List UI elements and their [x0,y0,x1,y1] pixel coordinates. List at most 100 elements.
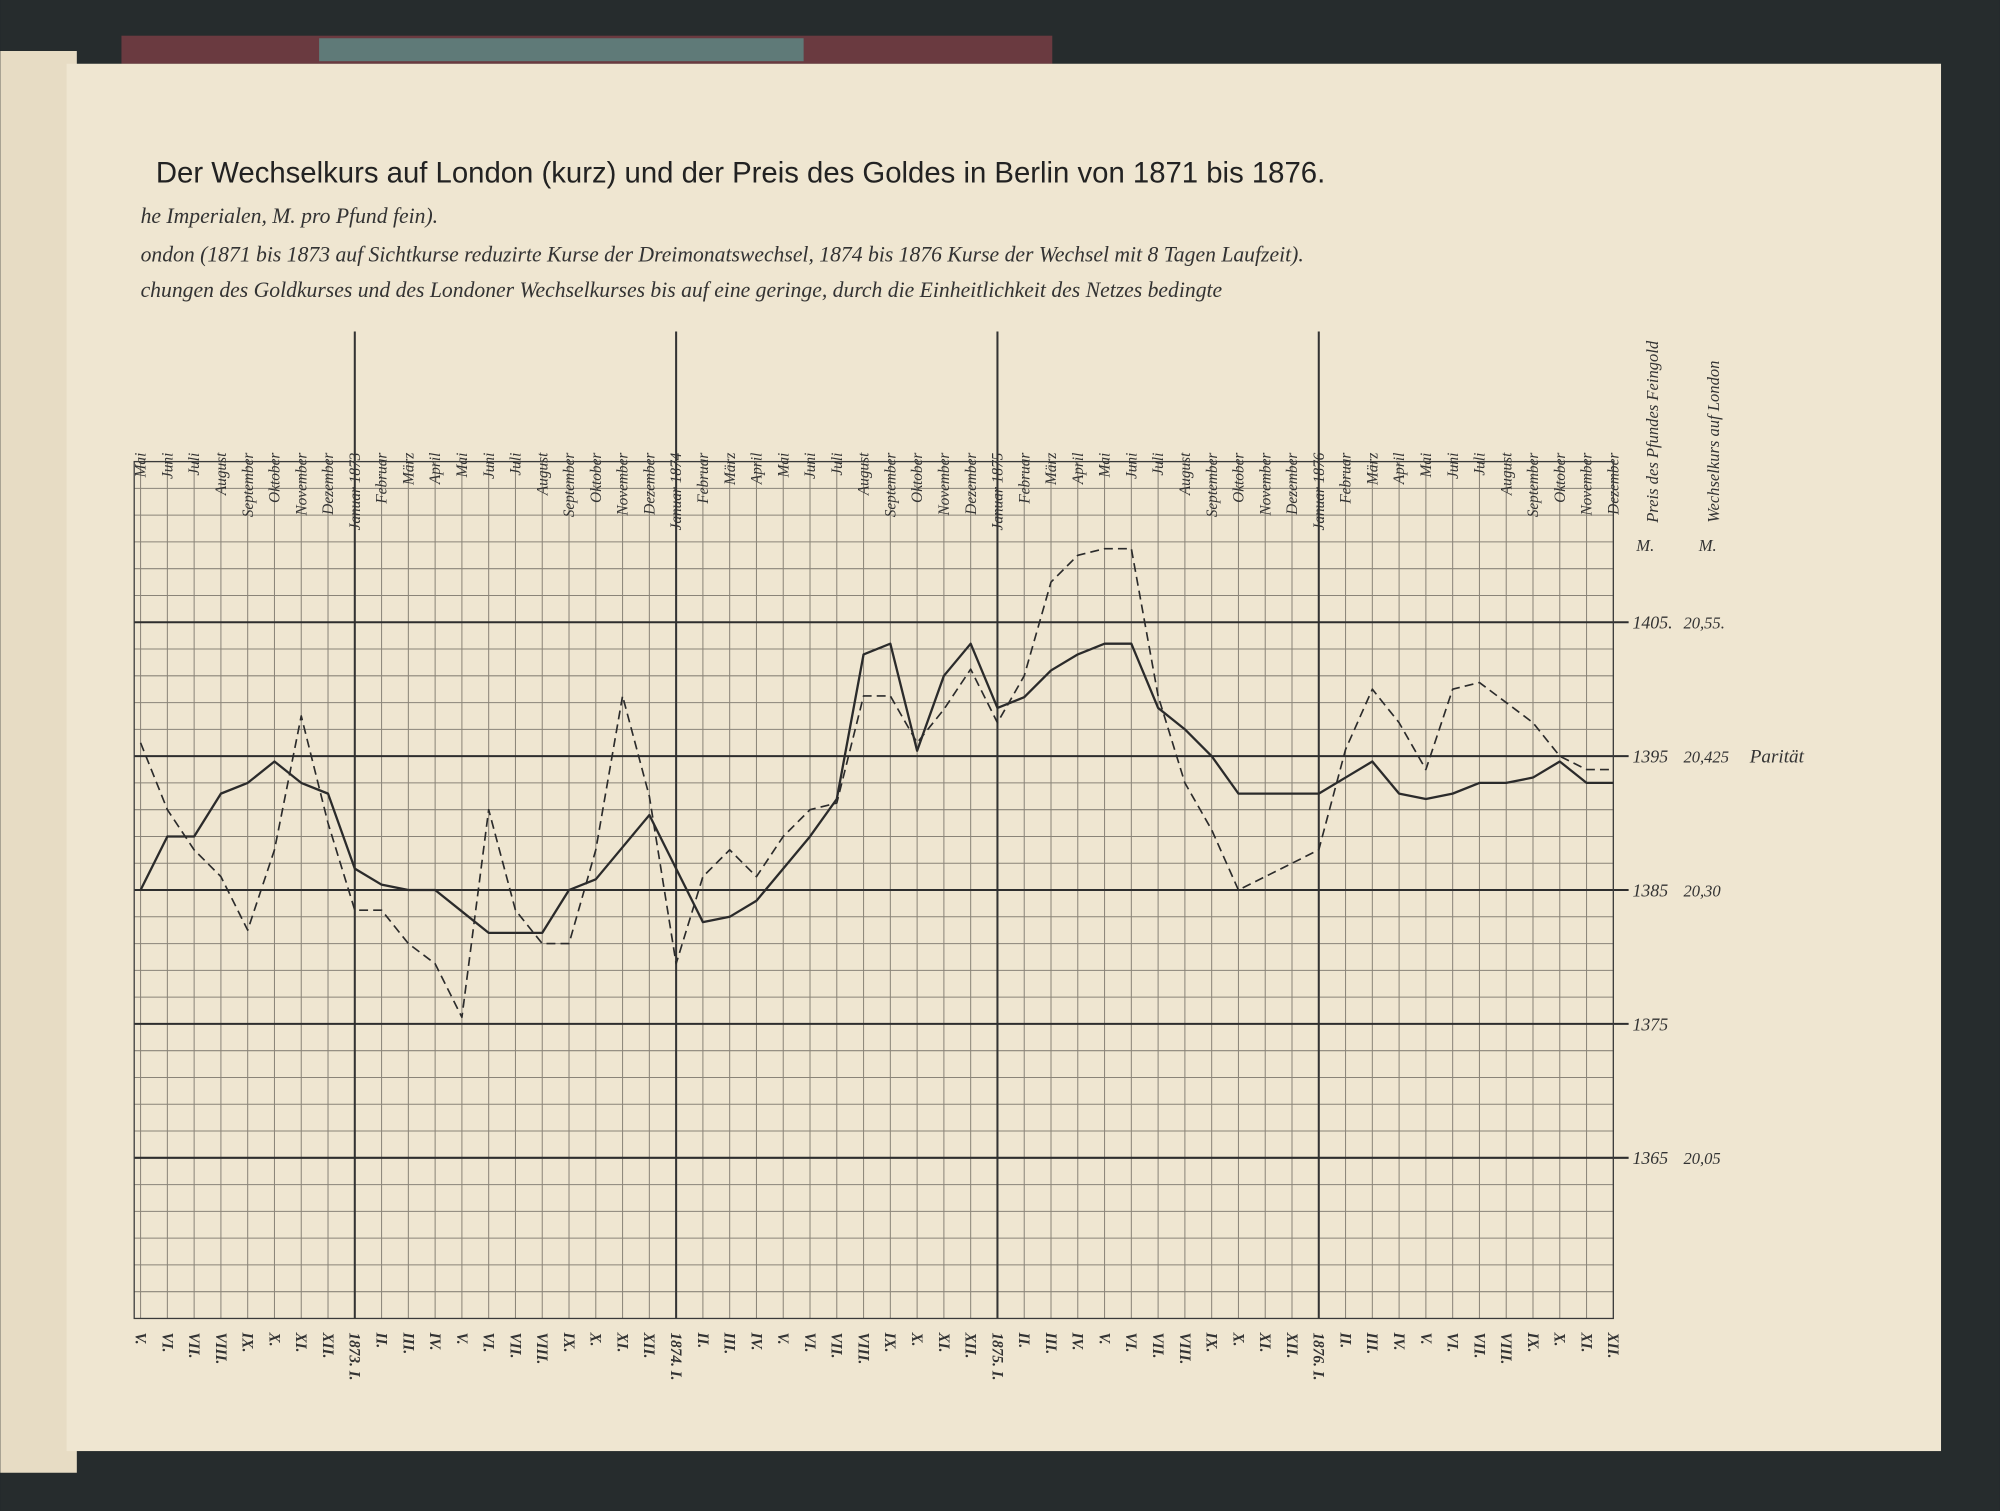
x-tick-label-bottom: 1873. I. [346,1332,363,1380]
x-tick-label-bottom: VII. [1470,1332,1487,1358]
x-tick-label-bottom: II. [694,1331,711,1348]
y2-axis-label: Wechselkurs auf London [1704,361,1723,523]
x-tick-label-bottom: IV. [747,1331,764,1350]
x-tick-label: Juli [508,453,525,476]
y-tick-label: 1395 [1632,747,1668,767]
x-tick-label-bottom: IX. [560,1331,577,1352]
y2-tick-label: 20,425 [1683,748,1729,767]
x-tick-label-bottom: VIII. [1497,1332,1514,1364]
x-tick-label: September [240,453,257,518]
x-tick-label: Mai [1097,453,1114,479]
chart-title: Der Wechselkurs auf London (kurz) und de… [156,156,1325,189]
left-page [0,51,77,1473]
x-tick-label: September [561,453,578,518]
x-tick-label: April [1070,453,1087,485]
x-tick-label-bottom: VI. [158,1332,175,1352]
x-tick-label: August [1498,452,1515,496]
x-tick-label-bottom: X. [1551,1331,1568,1346]
x-tick-label: November [1257,453,1274,517]
x-tick-label-bottom: VI. [1444,1332,1461,1352]
x-tick-label-bottom: VIII. [854,1332,871,1364]
x-tick-label: Februar [374,453,391,505]
book-cover-marbling [319,38,804,62]
x-tick-label-bottom: III. [1363,1331,1380,1354]
parity-label: Parität [1749,747,1805,768]
x-tick-label: Mai [1418,453,1435,479]
x-tick-label: September [1525,453,1542,518]
x-tick-label-bottom: IX. [1524,1331,1541,1352]
x-tick-label: März [1364,453,1381,486]
x-tick-label: August [1177,452,1194,496]
x-tick-label: Dezember [641,453,658,516]
x-tick-label: Juli [186,453,203,476]
x-tick-label: Juni [1445,453,1462,479]
x-tick-label: März [722,453,739,486]
x-tick-label-bottom: III. [399,1331,416,1354]
series-line [139,642,1614,935]
x-tick-label-bottom: VI. [801,1332,818,1352]
x-tick-label-bottom: VI. [480,1332,497,1352]
x-tick-label-bottom: II. [372,1331,389,1348]
x-tick-label: Juli [1150,453,1167,476]
y-tick-label: 1375 [1632,1014,1668,1034]
x-tick-label-bottom: XI. [613,1331,630,1352]
x-tick-label-bottom: X. [265,1331,282,1346]
x-tick-label-bottom: XI. [935,1331,952,1352]
x-tick-label-bottom: II. [1336,1331,1353,1348]
x-tick-label-bottom: XI. [1577,1331,1594,1352]
x-tick-label: Februar [1016,453,1033,505]
y2-unit: M. [1698,536,1717,555]
x-tick-label: Februar [1338,453,1355,505]
plot-frame [133,460,1614,1320]
y-tick-label: 1365 [1632,1148,1668,1168]
x-tick-label: August [856,452,873,496]
x-tick-label: Oktober [1231,453,1248,503]
y2-tick-label: 20,55. [1683,614,1724,633]
x-tick-label: Juni [1123,453,1140,479]
x-tick-label-bottom: IX. [1203,1331,1220,1352]
x-tick-label: April [1391,453,1408,485]
x-tick-label: Januar 1873 [347,452,364,530]
x-tick-label-bottom: X. [587,1331,604,1346]
note: ondon (1871 bis 1873 auf Sichtkurse redu… [141,242,1304,266]
x-tick-label: Oktober [267,453,284,503]
x-tick-label-bottom: IX. [881,1331,898,1352]
x-tick-label: Juni [802,453,819,479]
x-tick-label: April [749,453,766,485]
x-tick-label-bottom: XII. [962,1331,979,1358]
x-tick-label-bottom: 1876. I. [1310,1332,1327,1380]
x-tick-label: November [293,453,310,517]
x-tick-label-bottom: V. [131,1332,148,1344]
x-tick-label-bottom: VIII. [533,1332,550,1364]
x-tick-label-bottom: V. [774,1332,791,1344]
x-tick-label: Januar 1874 [668,452,685,530]
x-tick-label-bottom: III. [721,1331,738,1354]
y-axis-label: Preis des Pfundes Feingold [1643,340,1662,524]
note: he Imperialen, M. pro Pfund fein). [141,204,439,228]
x-tick-label-bottom: XII. [1604,1331,1621,1358]
x-tick-label-bottom: III. [1042,1331,1059,1354]
x-tick-label: Mai [133,453,150,479]
x-tick-label-bottom: VI. [1122,1332,1139,1352]
x-tick-label: September [1204,453,1221,518]
x-tick-label-bottom: VII. [185,1332,202,1358]
x-tick-label-bottom: VII. [1149,1332,1166,1358]
x-tick-label-bottom: VIII. [1176,1332,1193,1364]
x-tick-label: Mai [775,453,792,479]
x-tick-label-bottom: 1874. I. [667,1332,684,1380]
x-tick-label-bottom: VII. [506,1332,523,1358]
x-tick-label: Juli [1472,453,1489,476]
x-tick-label: Juni [159,453,176,479]
x-tick-label-bottom: XII. [319,1331,336,1358]
x-tick-label: Januar 1876 [1311,452,1328,530]
y2-tick-label: 20,30 [1683,881,1721,900]
x-tick-label-bottom: XI. [292,1331,309,1352]
x-tick-label-bottom: XI. [1256,1331,1273,1352]
x-tick-label-bottom: IV. [1069,1331,1086,1350]
x-tick-label-bottom: VIII. [212,1332,229,1364]
x-tick-label: November [615,453,632,517]
x-tick-label-bottom: II. [1015,1331,1032,1348]
x-tick-label-bottom: 1875. I. [988,1332,1005,1380]
x-tick-label: August [213,452,230,496]
x-tick-label: Juni [481,453,498,479]
